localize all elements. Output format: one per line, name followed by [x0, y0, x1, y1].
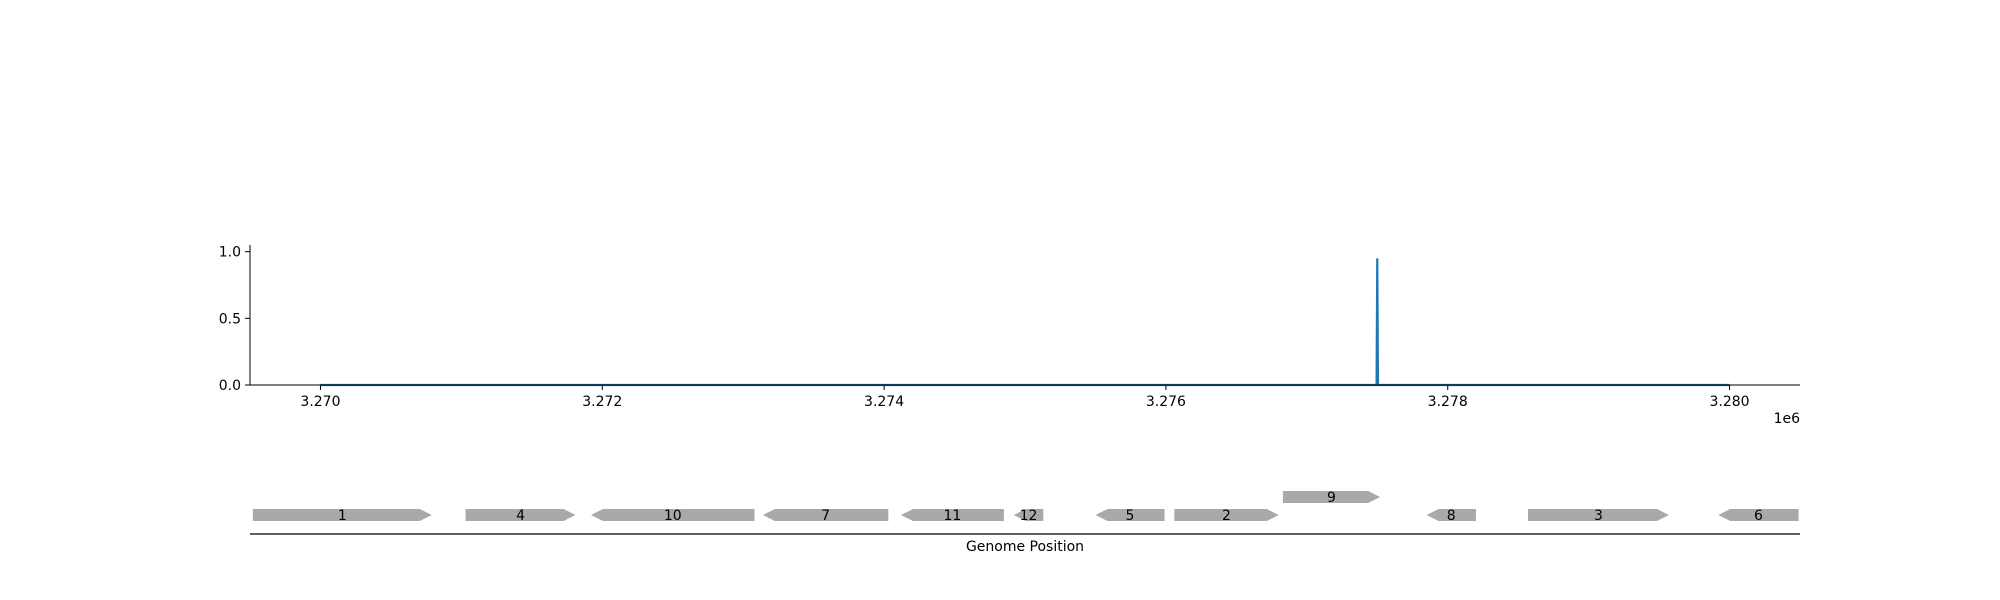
gene-feature	[1528, 509, 1669, 521]
gene-feature	[591, 509, 755, 521]
gene-label: 1	[338, 508, 347, 524]
gene-feature	[465, 509, 576, 521]
gene-label: 9	[1327, 490, 1336, 506]
gene-label: 8	[1447, 508, 1456, 524]
gene-feature	[252, 509, 432, 521]
gene-label: 12	[1020, 508, 1038, 524]
x-tick-label: 3.278	[1428, 394, 1468, 410]
gene-feature	[1282, 491, 1381, 503]
gene-label: 3	[1594, 508, 1603, 524]
gene-label: 7	[821, 508, 830, 524]
coverage-plot: 3.270 3.272 3.274 3.276 3.278 3.280 1e6 0.0 0.5 1…	[219, 245, 1800, 427]
y-tick-label: 0.5	[219, 311, 241, 327]
gene-label: 4	[516, 508, 525, 524]
gene-label: 11	[944, 508, 962, 524]
gene-feature	[1013, 509, 1044, 521]
gene-feature	[1174, 509, 1279, 521]
gene-track-xlabel: Genome Position	[966, 539, 1084, 555]
y-tick-label: 1.0	[219, 245, 241, 261]
x-tick-label: 3.270	[300, 394, 340, 410]
gene-label: 5	[1126, 508, 1135, 524]
gene-feature	[1426, 509, 1476, 521]
gene-feature	[1718, 509, 1799, 521]
y-tick-label: 0.0	[219, 378, 241, 394]
gene-feature	[901, 509, 1004, 521]
x-tick-label: 3.274	[864, 394, 904, 410]
x-tick-label: 3.280	[1709, 394, 1749, 410]
gene-feature	[762, 509, 889, 521]
gene-feature	[1095, 509, 1165, 521]
x-offset-label: 1e6	[1774, 411, 1801, 427]
x-tick-label: 3.272	[582, 394, 622, 410]
gene-label: 2	[1222, 508, 1231, 524]
gene-label: 6	[1754, 508, 1763, 524]
x-tick-label: 3.276	[1146, 394, 1186, 410]
gene-track: 1 4 10 7 11 12 5 2 9 8 3 6 Genome Position	[250, 490, 1800, 555]
coverage-line	[320, 258, 1730, 387]
gene-label: 10	[664, 508, 682, 524]
